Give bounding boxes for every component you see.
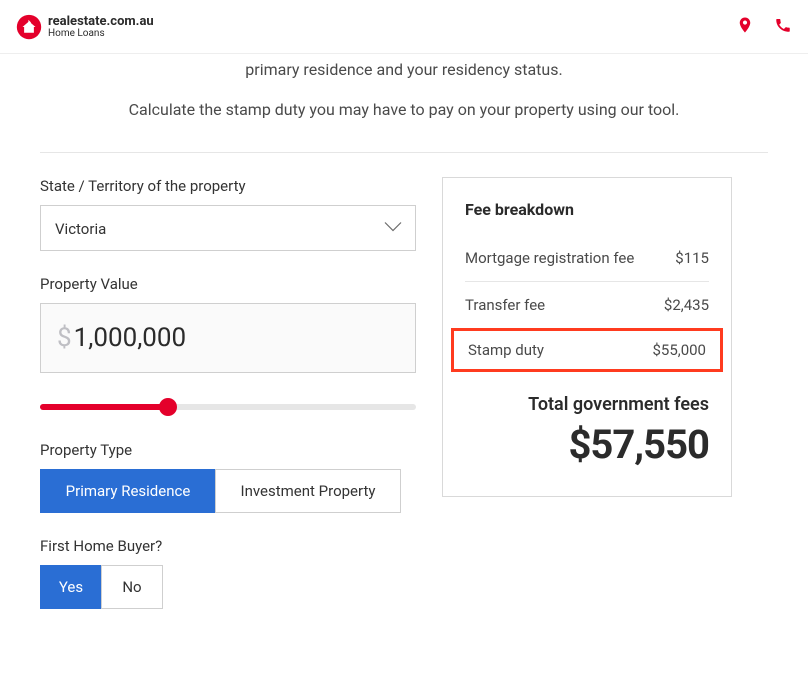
total-value: $57,550 (465, 421, 709, 468)
brand-text: realestate.com.au Home Loans (48, 15, 154, 39)
section-divider (40, 152, 768, 153)
brand-logo-icon (16, 14, 42, 40)
form-column: State / Territory of the property Victor… (40, 177, 416, 609)
property-value-input[interactable]: $ 1,000,000 (40, 303, 416, 373)
fee-value: $115 (675, 249, 709, 267)
topbar: realestate.com.au Home Loans (0, 0, 808, 54)
property-type-investment-button[interactable]: Investment Property (215, 469, 401, 513)
fee-label: Mortgage registration fee (465, 249, 634, 267)
fhb-no-button[interactable]: No (101, 565, 163, 609)
fee-value: $2,435 (664, 296, 709, 314)
fhb-yes-button[interactable]: Yes (40, 565, 102, 609)
brand-line1: realestate.com.au (48, 15, 154, 28)
property-value-slider[interactable] (40, 397, 416, 417)
property-value-label: Property Value (40, 275, 416, 293)
fee-row-stamp-duty-highlight: Stamp duty $55,000 (451, 328, 723, 372)
property-type-label: Property Type (40, 441, 416, 459)
fee-breakdown-title: Fee breakdown (465, 200, 709, 219)
fee-label: Stamp duty (468, 341, 544, 359)
brand[interactable]: realestate.com.au Home Loans (16, 14, 154, 40)
fhb-label: First Home Buyer? (40, 537, 416, 555)
dollar-prefix: $ (57, 323, 72, 353)
total-block: Total government fees $57,550 (465, 394, 709, 468)
state-label: State / Territory of the property (40, 177, 416, 195)
brand-line2: Home Loans (48, 29, 154, 39)
property-value-amount[interactable]: 1,000,000 (74, 323, 399, 353)
phone-icon[interactable] (774, 16, 792, 38)
fee-value: $55,000 (652, 341, 706, 359)
property-type-primary-button[interactable]: Primary Residence (40, 469, 216, 513)
location-icon[interactable] (736, 16, 754, 38)
slider-fill (40, 404, 168, 410)
fee-label: Transfer fee (465, 296, 545, 314)
state-select[interactable]: Victoria (40, 205, 416, 251)
slider-thumb[interactable] (159, 398, 177, 416)
intro-line1: primary residence and your residency sta… (40, 58, 768, 82)
intro-line2: Calculate the stamp duty you may have to… (40, 98, 768, 122)
fhb-group: Yes No (40, 565, 416, 609)
total-label: Total government fees (465, 394, 709, 415)
intro-text: primary residence and your residency sta… (0, 58, 808, 122)
fee-breakdown-panel: Fee breakdown Mortgage registration fee … (442, 177, 732, 497)
fee-row-transfer: Transfer fee $2,435 (465, 282, 709, 328)
fee-row-mortgage: Mortgage registration fee $115 (465, 235, 709, 281)
property-type-group: Primary Residence Investment Property (40, 469, 416, 513)
